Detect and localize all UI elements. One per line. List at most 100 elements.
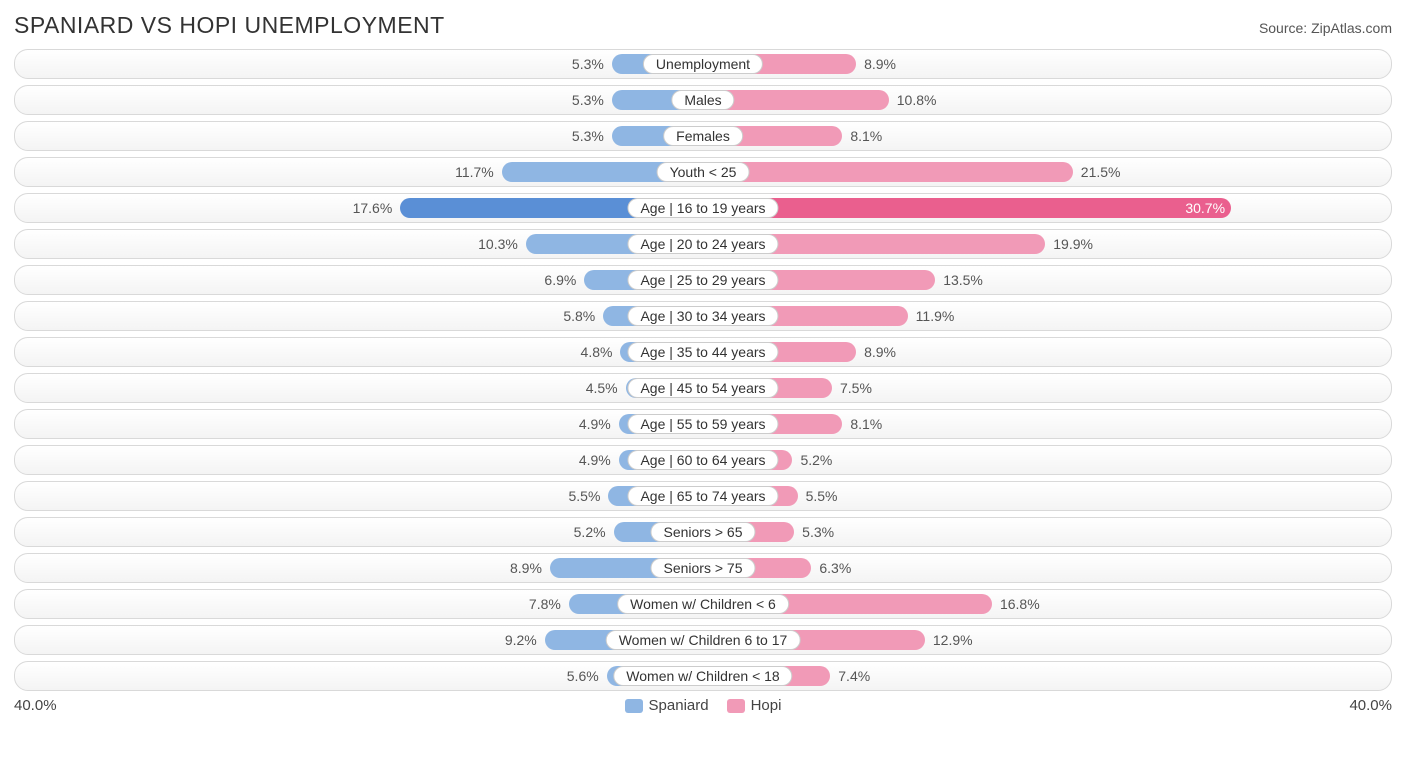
- chart-row: 11.7% 21.5% Youth < 25: [14, 157, 1392, 187]
- chart-row: 4.9%5.2%Age | 60 to 64 years: [14, 445, 1392, 475]
- value-hopi: 6.3%: [819, 560, 851, 576]
- chart-row: 5.3%8.9%Unemployment: [14, 49, 1392, 79]
- bar-half-right: 5.2%: [703, 446, 1391, 474]
- chart-row: 9.2% 12.9%Women w/ Children 6 to 17: [14, 625, 1392, 655]
- value-hopi: 10.8%: [897, 92, 937, 108]
- category-pill: Age | 55 to 59 years: [627, 414, 778, 434]
- bar-half-right: 5.3%: [703, 518, 1391, 546]
- legend-label-spaniard: Spaniard: [649, 697, 709, 714]
- bar-half-left: 5.3%: [15, 50, 703, 78]
- value-hopi: 7.5%: [840, 380, 872, 396]
- bar-half-left: 5.5%: [15, 482, 703, 510]
- category-pill: Women w/ Children < 6: [617, 594, 789, 614]
- bar-half-right: 21.5%: [703, 158, 1391, 186]
- value-hopi: 7.4%: [838, 668, 870, 684]
- value-spaniard: 5.3%: [572, 92, 604, 108]
- bar-half-left: 7.8%: [15, 590, 703, 618]
- bar-hopi: [703, 162, 1073, 182]
- legend-swatch-spaniard: [625, 699, 643, 713]
- category-pill: Age | 35 to 44 years: [627, 342, 778, 362]
- category-pill: Women w/ Children 6 to 17: [606, 630, 801, 650]
- value-hopi: 19.9%: [1053, 236, 1093, 252]
- category-pill: Age | 25 to 29 years: [627, 270, 778, 290]
- category-pill: Women w/ Children < 18: [613, 666, 792, 686]
- chart-source: Source: ZipAtlas.com: [1259, 20, 1392, 36]
- chart-row: 17.6% 30.7%Age | 16 to 19 years: [14, 193, 1392, 223]
- legend-item-hopi: Hopi: [727, 697, 782, 714]
- source-prefix: Source:: [1259, 20, 1311, 36]
- diverging-bar-chart: 5.3%8.9%Unemployment5.3%10.8%Males5.3%8.…: [14, 49, 1392, 691]
- bar-half-right: 19.9%: [703, 230, 1391, 258]
- bar-half-right: 8.9%: [703, 50, 1391, 78]
- bar-half-right: 8.1%: [703, 122, 1391, 150]
- bar-half-right: 5.5%: [703, 482, 1391, 510]
- legend-swatch-hopi: [727, 699, 745, 713]
- bar-half-right: 7.4%: [703, 662, 1391, 690]
- value-spaniard: 10.3%: [478, 236, 518, 252]
- value-spaniard: 4.9%: [579, 452, 611, 468]
- chart-row: 5.6% 7.4% Women w/ Children < 18: [14, 661, 1392, 691]
- bar-half-left: 4.9%: [15, 446, 703, 474]
- category-pill: Youth < 25: [657, 162, 750, 182]
- value-spaniard: 5.2%: [574, 524, 606, 540]
- axis-max-right: 40.0%: [1312, 697, 1392, 714]
- chart-row: 4.8% 8.9% Age | 35 to 44 years: [14, 337, 1392, 367]
- bar-half-right: 30.7%: [703, 194, 1391, 222]
- category-pill: Age | 65 to 74 years: [627, 486, 778, 506]
- value-hopi: 8.9%: [864, 56, 896, 72]
- axis-max-left: 40.0%: [14, 697, 94, 714]
- bar-half-left: 5.2%: [15, 518, 703, 546]
- value-hopi: 8.1%: [850, 128, 882, 144]
- legend-item-spaniard: Spaniard: [625, 697, 709, 714]
- chart-row: 5.5%5.5%Age | 65 to 74 years: [14, 481, 1392, 511]
- bar-half-left: 11.7%: [15, 158, 703, 186]
- bar-half-right: 12.9%: [703, 626, 1391, 654]
- bar-half-right: 16.8%: [703, 590, 1391, 618]
- value-spaniard: 6.9%: [544, 272, 576, 288]
- value-spaniard: 9.2%: [505, 632, 537, 648]
- value-spaniard: 4.9%: [579, 416, 611, 432]
- bar-half-left: 5.6%: [15, 662, 703, 690]
- category-pill: Age | 30 to 34 years: [627, 306, 778, 326]
- chart-row: 7.8% 16.8%Women w/ Children < 6: [14, 589, 1392, 619]
- bar-half-right: 8.1%: [703, 410, 1391, 438]
- bar-half-left: 9.2%: [15, 626, 703, 654]
- value-spaniard: 5.3%: [572, 56, 604, 72]
- bar-half-right: 10.8%: [703, 86, 1391, 114]
- value-spaniard: 5.8%: [563, 308, 595, 324]
- bar-half-right: 13.5%: [703, 266, 1391, 294]
- bar-half-left: 4.8%: [15, 338, 703, 366]
- category-pill: Males: [671, 90, 734, 110]
- value-hopi: 11.9%: [916, 308, 955, 324]
- value-spaniard: 17.6%: [353, 200, 393, 216]
- bar-half-left: 5.3%: [15, 122, 703, 150]
- chart-title: SPANIARD VS HOPI UNEMPLOYMENT: [14, 12, 445, 39]
- category-pill: Females: [663, 126, 743, 146]
- value-spaniard: 4.5%: [586, 380, 618, 396]
- value-hopi: 8.1%: [850, 416, 882, 432]
- bar-half-left: 5.3%: [15, 86, 703, 114]
- category-pill: Age | 16 to 19 years: [627, 198, 778, 218]
- chart-header: SPANIARD VS HOPI UNEMPLOYMENT Source: Zi…: [14, 12, 1392, 39]
- bar-half-left: 4.9%: [15, 410, 703, 438]
- chart-legend: Spaniard Hopi: [94, 697, 1312, 714]
- chart-row: 5.3% 8.1% Females: [14, 121, 1392, 151]
- legend-label-hopi: Hopi: [751, 697, 782, 714]
- bar-half-left: 4.5%: [15, 374, 703, 402]
- value-hopi: 13.5%: [943, 272, 983, 288]
- bar-half-right: 11.9%: [703, 302, 1391, 330]
- bar-half-left: 10.3%: [15, 230, 703, 258]
- category-pill: Seniors > 75: [651, 558, 756, 578]
- chart-row: 4.9% 8.1% Age | 55 to 59 years: [14, 409, 1392, 439]
- bar-half-right: 6.3%: [703, 554, 1391, 582]
- value-spaniard: 11.7%: [455, 164, 494, 180]
- value-hopi: 8.9%: [864, 344, 896, 360]
- bar-half-right: 8.9%: [703, 338, 1391, 366]
- chart-row: 10.3%19.9%Age | 20 to 24 years: [14, 229, 1392, 259]
- value-hopi: 21.5%: [1081, 164, 1121, 180]
- chart-footer: 40.0% Spaniard Hopi 40.0%: [14, 697, 1392, 714]
- value-spaniard: 8.9%: [510, 560, 542, 576]
- bar-hopi: [703, 198, 1231, 218]
- value-spaniard: 7.8%: [529, 596, 561, 612]
- value-spaniard: 5.5%: [568, 488, 600, 504]
